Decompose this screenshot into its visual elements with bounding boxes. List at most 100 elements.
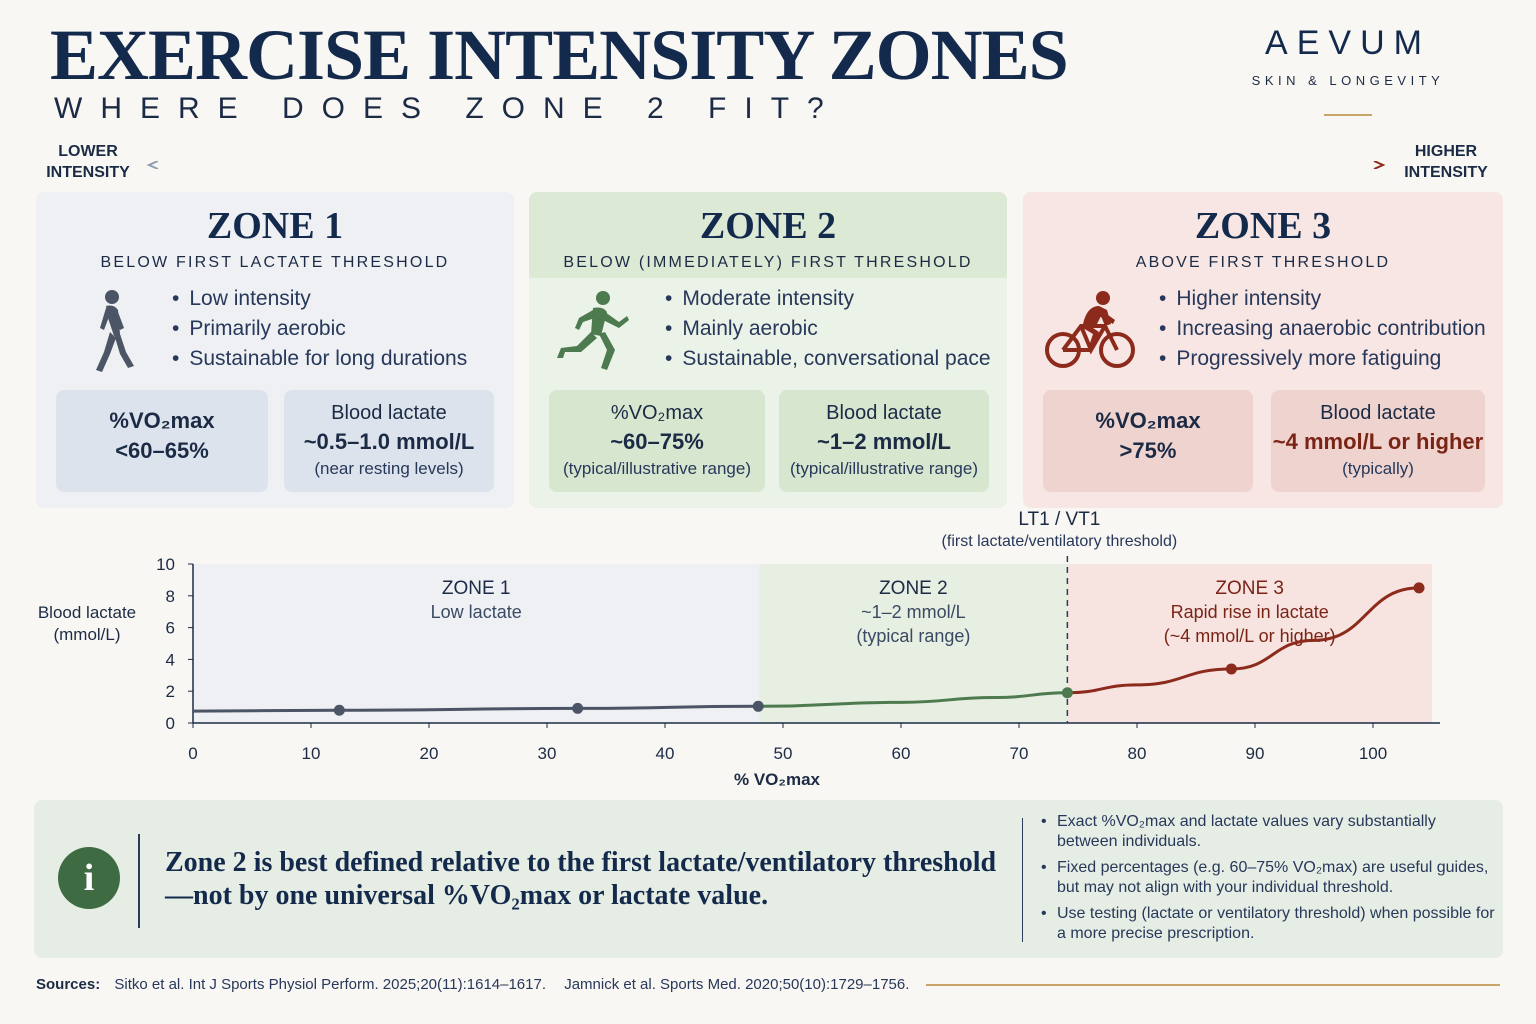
x-tick-label: 100	[1359, 744, 1387, 763]
zone-1-title: ZONE 1	[206, 205, 344, 247]
zone-3-vo2-label: %VO₂max	[1095, 408, 1201, 433]
x-tick-label: 80	[1128, 744, 1147, 763]
zone-1-bullets: Low intensity Primarily aerobic Sustaina…	[172, 284, 467, 374]
zone-region-1	[193, 564, 760, 723]
zone-1-card: ZONE 1 BELOW FIRST LACTATE THRESHOLD Low…	[36, 192, 514, 508]
data-point	[752, 700, 764, 712]
zone-2-lactate-box: Blood lactate ~1–2 mmol/L (typical/illus…	[779, 390, 989, 492]
list-item: Moderate intensity	[665, 284, 991, 314]
x-tick-label: 60	[892, 744, 911, 763]
zone-1-header: ZONE 1 BELOW FIRST LACTATE THRESHOLD	[36, 192, 514, 278]
y-tick-label: 2	[166, 682, 175, 701]
y-tick-label: 10	[156, 555, 175, 574]
data-point	[1061, 687, 1073, 699]
source-citation: Jamnick et al. Sports Med. 2020;50(10):1…	[564, 976, 910, 993]
zone-3-title: ZONE 3	[1194, 205, 1332, 247]
zone-2-lactate-note: (typical/illustrative range)	[789, 459, 978, 478]
data-point	[333, 704, 345, 716]
zone-1-vo2-value: <60–65%	[115, 438, 209, 463]
zone-1-vo2-label: %VO₂max	[109, 408, 215, 433]
zone-3-bullets: Higher intensity Increasing anaerobic co…	[1159, 284, 1486, 374]
zone-3-lactate-box: Blood lactate ~4 mmol/L or higher (typic…	[1271, 390, 1485, 492]
region-note: (~4 mmol/L or higher)	[1164, 626, 1336, 646]
list-item: Progressively more fatiguing	[1159, 344, 1486, 374]
brand-logo: AEVUM SKIN & LONGEVITY	[1238, 24, 1458, 116]
y-axis-label: Blood lactate	[38, 603, 136, 622]
zone-2-subtitle: BELOW (IMMEDIATELY) FIRST THRESHOLD	[563, 254, 973, 271]
x-tick-label: 90	[1246, 744, 1265, 763]
cyclist-icon	[1045, 291, 1135, 368]
zone-2-card: ZONE 2 BELOW (IMMEDIATELY) FIRST THRESHO…	[529, 192, 1007, 508]
zone-1-vo2-box: %VO₂max <60–65%	[56, 390, 268, 492]
zone-1-lactate-label: Blood lactate	[331, 402, 447, 424]
key-takeaway-text: Zone 2 is best defined relative to the f…	[165, 847, 997, 911]
y-tick-label: 4	[166, 650, 175, 669]
region-note: ~1–2 mmol/L	[861, 602, 966, 622]
zone-2-bullets: Moderate intensity Mainly aerobic Sustai…	[665, 284, 991, 374]
zone-2-header: ZONE 2 BELOW (IMMEDIATELY) FIRST THRESHO…	[529, 192, 1007, 278]
walking-person-icon	[96, 290, 134, 372]
zone-region-3	[1067, 564, 1432, 723]
x-tick-label: 30	[538, 744, 557, 763]
x-axis-label: % VO₂max	[734, 770, 821, 789]
note-points: Exact %VO₂max and lactate values vary su…	[1039, 812, 1499, 950]
list-item: Higher intensity	[1159, 284, 1486, 314]
zone-2-vo2-box: %VO₂max ~60–75% (typical/illustrative ra…	[549, 390, 765, 492]
source-citation: Sitko et al. Int J Sports Physiol Perfor…	[114, 976, 547, 993]
x-tick-label: 40	[656, 744, 675, 763]
zone-3-lactate-value: ~4 mmol/L or higher	[1272, 429, 1484, 454]
zone-3-header: ZONE 3 ABOVE FIRST THRESHOLD	[1023, 192, 1503, 278]
list-item: Increasing anaerobic contribution	[1159, 314, 1485, 344]
zone-2-vo2-value: ~60–75%	[610, 429, 704, 454]
list-item: Sustainable for long durations	[172, 344, 467, 374]
y-tick-label: 0	[166, 714, 175, 733]
data-point	[1413, 582, 1425, 594]
sources-label: Sources:	[36, 976, 101, 993]
series-line-1	[192, 704, 759, 713]
series-line-2	[758, 691, 1068, 708]
data-point	[572, 702, 584, 714]
region-note: Low lactate	[431, 602, 522, 622]
region-label: ZONE 1	[442, 578, 511, 599]
zone-3-lactate-label: Blood lactate	[1320, 402, 1436, 424]
brand-divider	[1324, 114, 1372, 116]
region-label: ZONE 2	[879, 578, 948, 599]
lactate-curve-chart: ZONE 1 Low lactate ZONE 2 ~1–2 mmol/L (typic…	[38, 509, 1440, 789]
zone-1-lactate-note: (near resting levels)	[314, 459, 464, 478]
running-person-icon	[557, 291, 629, 370]
info-icon: i	[58, 847, 120, 909]
zone-3-lactate-note: (typically)	[1342, 459, 1414, 478]
list-item: Fixed percentages (e.g. 60–75% VO₂max) a…	[1039, 858, 1499, 898]
zone-2-lactate-value: ~1–2 mmol/L	[817, 429, 951, 454]
zone-1-subtitle: BELOW FIRST LACTATE THRESHOLD	[100, 254, 450, 271]
y-tick-label: 8	[166, 587, 175, 606]
zone-2-title: ZONE 2	[699, 205, 837, 247]
page-title: EXERCISE INTENSITY ZONES	[50, 15, 1069, 95]
region-note: Rapid rise in lactate	[1171, 602, 1329, 622]
x-tick-label: 70	[1010, 744, 1029, 763]
x-tick-label: 20	[420, 744, 439, 763]
x-tick-label: 50	[774, 744, 793, 763]
intensity-arrow	[146, 161, 1386, 169]
list-item: Low intensity	[172, 284, 467, 314]
y-tick-label: 6	[166, 619, 175, 638]
list-item: Exact %VO₂max and lactate values vary su…	[1039, 812, 1499, 852]
list-item: Primarily aerobic	[172, 314, 467, 344]
zone-1-lactate-value: ~0.5–1.0 mmol/L	[303, 429, 475, 454]
threshold-sublabel: (first lactate/ventilatory threshold)	[942, 533, 1178, 550]
key-takeaway-panel: i Zone 2 is best defined relative to the…	[34, 800, 1503, 958]
higher-intensity-label: HIGHER INTENSITY	[1404, 143, 1488, 181]
note-divider-right	[1022, 818, 1023, 942]
zone-2-vo2-label: %VO₂max	[610, 402, 704, 424]
y-axis-unit: (mmol/L)	[53, 625, 120, 644]
threshold-label: LT1 / VT1	[1018, 509, 1100, 530]
zone-2-vo2-note: (typical/illustrative range)	[562, 459, 751, 478]
x-tick-label: 10	[302, 744, 321, 763]
data-point	[1225, 663, 1237, 675]
x-tick-label: 0	[188, 744, 197, 763]
list-item: Use testing (lactate or ventilatory thre…	[1039, 904, 1499, 944]
series-line-3	[1067, 586, 1420, 695]
zone-2-lactate-label: Blood lactate	[826, 402, 942, 424]
note-divider	[138, 834, 140, 928]
list-item: Mainly aerobic	[665, 314, 991, 344]
